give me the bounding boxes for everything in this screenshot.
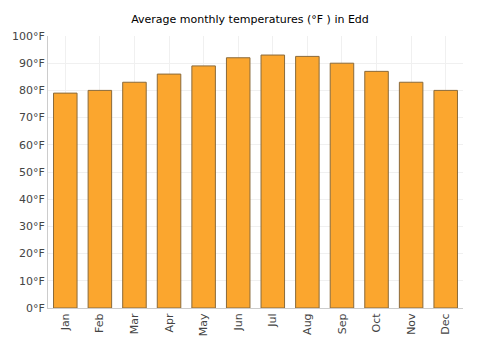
svg-text:Feb: Feb [93,313,106,332]
svg-text:Jul: Jul [266,313,279,327]
svg-text:Aug: Aug [301,313,314,334]
svg-text:30°F: 30°F [19,220,45,233]
svg-text:90°F: 90°F [19,57,45,70]
svg-text:80°F: 80°F [19,84,45,97]
svg-text:Mar: Mar [128,313,141,334]
svg-text:Jun: Jun [232,313,245,331]
svg-text:20°F: 20°F [19,247,45,260]
svg-text:40°F: 40°F [19,193,45,206]
svg-text:Dec: Dec [439,313,452,334]
svg-text:100°F: 100°F [12,30,45,43]
svg-text:Average monthly temperatures (: Average monthly temperatures (°F ) in Ed… [131,13,369,26]
svg-text:Sep: Sep [336,313,349,334]
svg-text:10°F: 10°F [19,275,45,288]
svg-text:70°F: 70°F [19,111,45,124]
svg-text:May: May [197,313,210,336]
svg-text:Nov: Nov [405,313,418,335]
svg-text:Oct: Oct [370,313,383,333]
svg-text:Jan: Jan [59,313,72,331]
svg-text:60°F: 60°F [19,139,45,152]
svg-text:50°F: 50°F [19,166,45,179]
svg-text:0°F: 0°F [26,302,45,315]
svg-text:Apr: Apr [163,313,176,333]
